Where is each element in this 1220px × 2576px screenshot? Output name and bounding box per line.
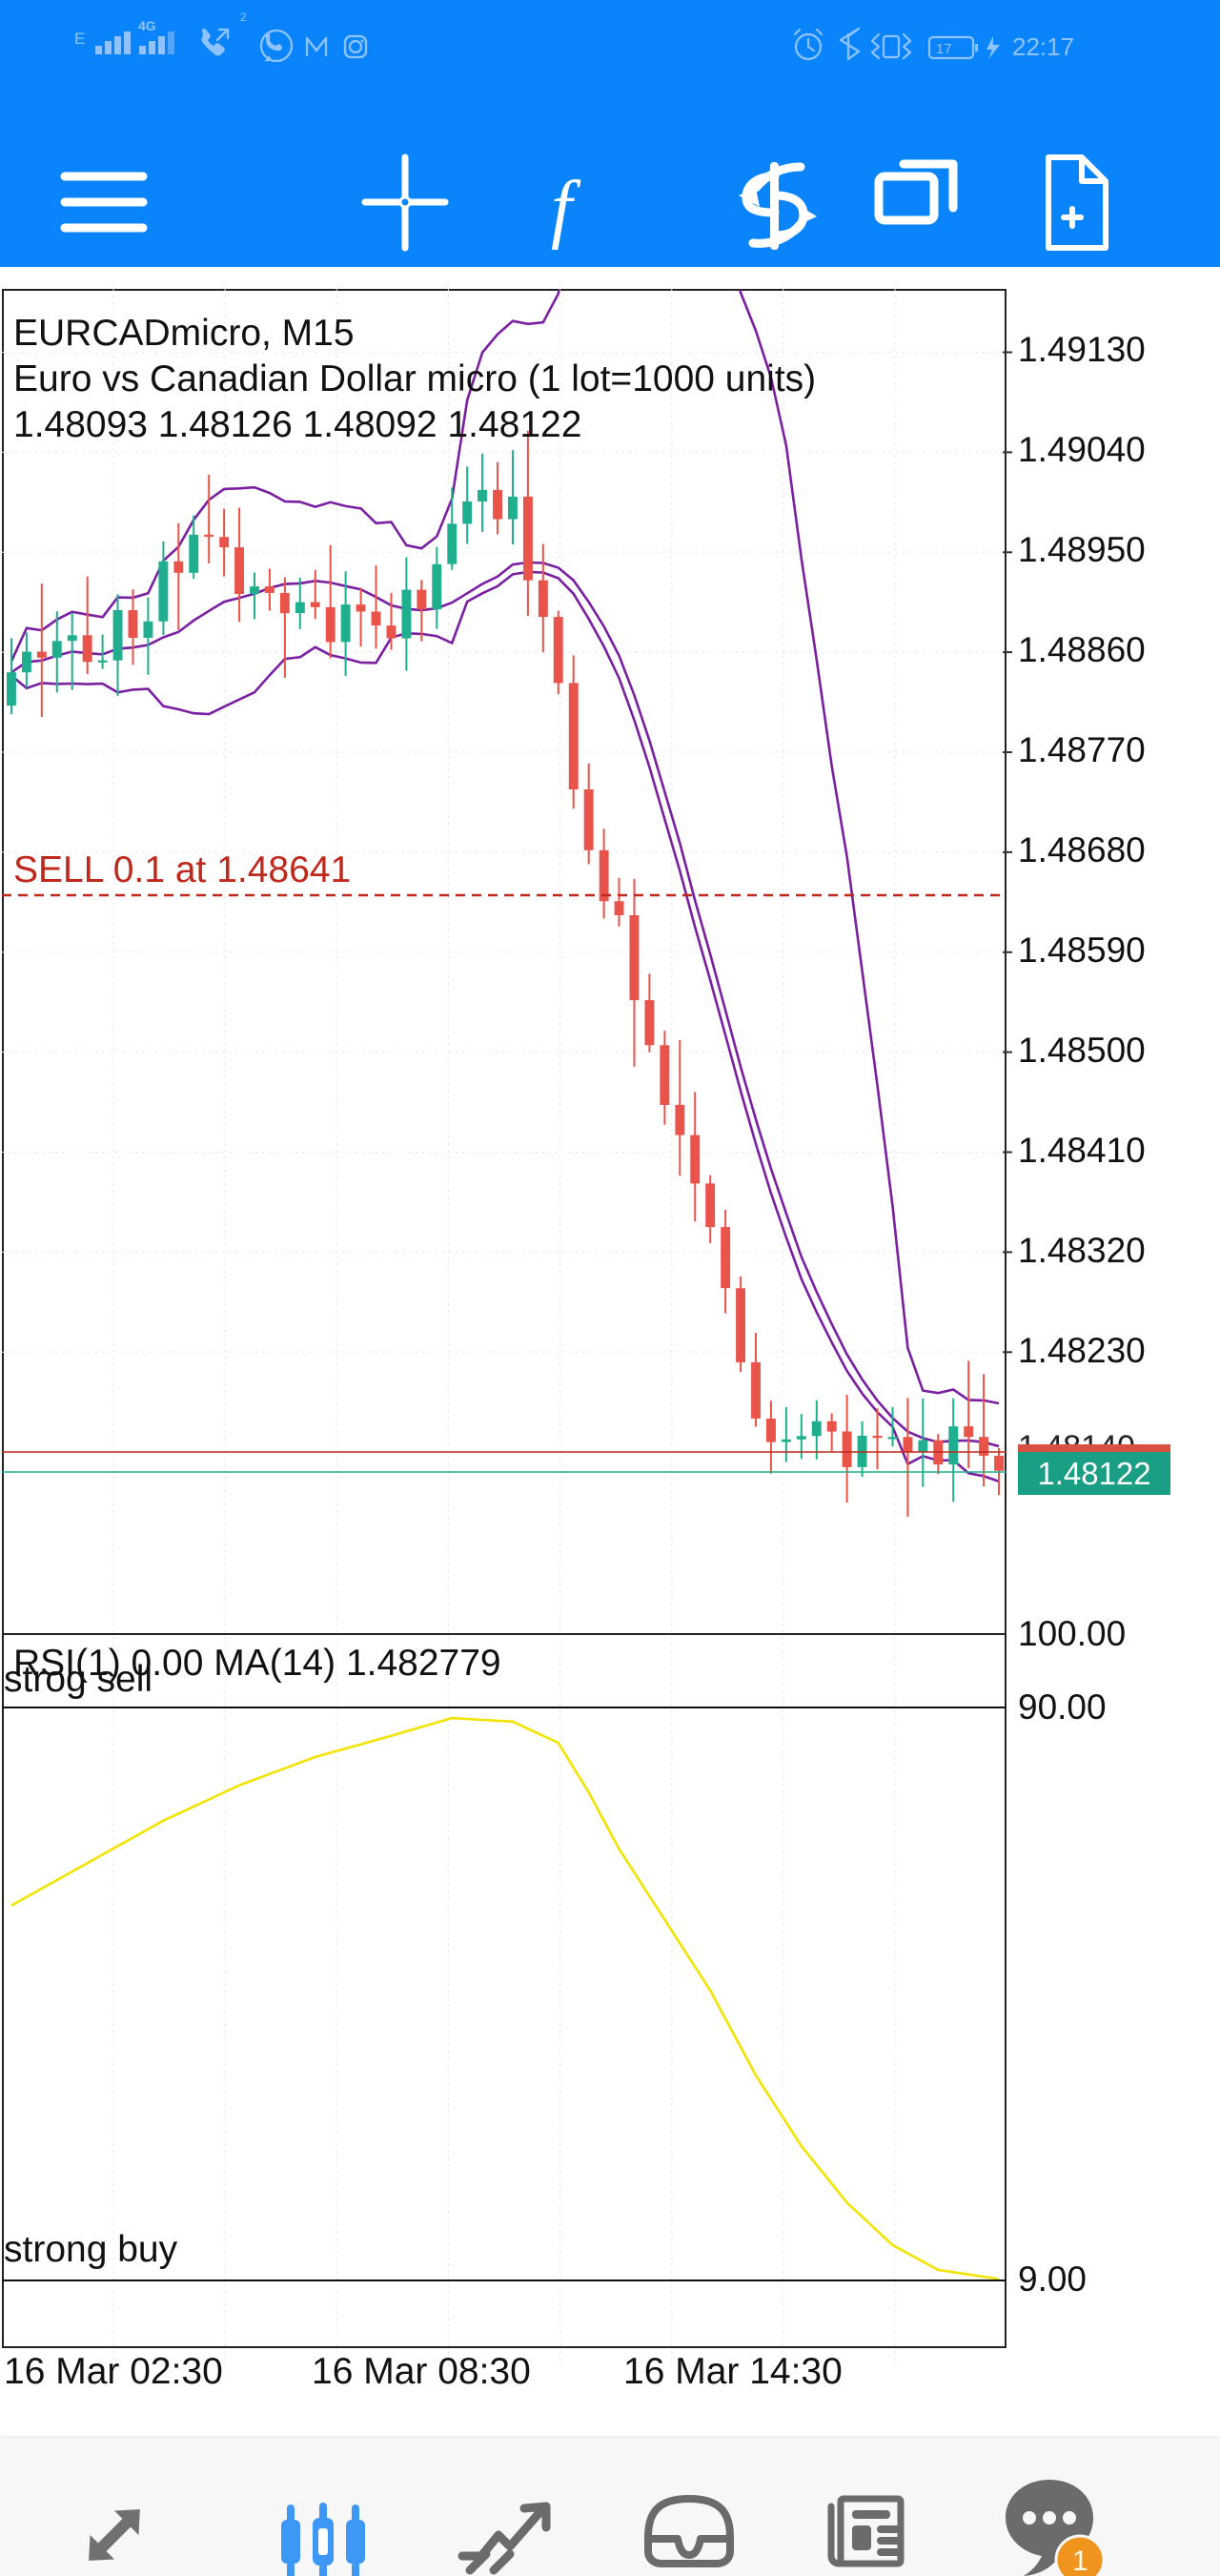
svg-text:1: 1 [1072,2545,1088,2576]
